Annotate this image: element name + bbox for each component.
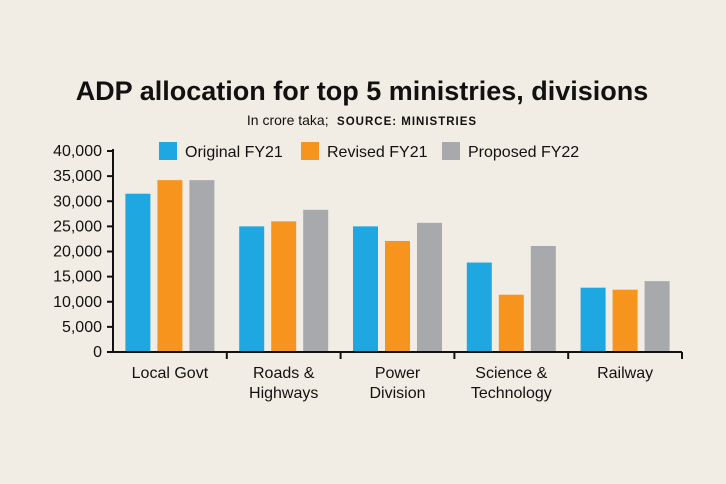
bar [530,245,556,352]
bar [612,289,638,352]
x-category-label: Power [375,365,421,382]
y-tick-label: 35,000 [53,168,102,185]
bar [239,226,265,352]
y-tick-label: 40,000 [53,143,102,160]
bar [157,180,183,352]
x-category-label: Roads & [253,365,315,382]
bars [125,180,670,352]
chart-subtitle: In crore taka; [247,112,329,128]
x-category-label: Local Govt [132,365,209,382]
y-tick-label: 10,000 [53,294,102,311]
chart-subtitle-line: In crore taka; SOURCE: MINISTRIES [247,112,477,129]
bar [644,281,670,352]
bar [303,209,329,352]
x-category-label: Division [369,385,425,402]
legend-label: Original FY21 [185,144,283,161]
y-tick-label: 0 [93,344,102,361]
y-tick-label: 25,000 [53,218,102,235]
bar [580,287,606,352]
bar [385,240,410,352]
bar [271,221,297,352]
x-axis: Local Govt Roads & Highways Power Division Sc… [113,351,683,402]
legend-swatch [442,142,460,160]
chart-title: ADP allocation for top 5 ministries, div… [76,76,649,106]
legend-swatch [301,142,319,160]
bar [125,193,151,352]
x-category-label: Technology [471,385,552,402]
y-tick-label: 15,000 [53,269,102,286]
y-tick-label: 20,000 [53,244,102,261]
y-tick-label: 30,000 [53,193,102,210]
bar [498,294,524,352]
legend-swatch [159,142,177,160]
x-category-label: Railway [597,365,653,382]
legend-label: Proposed FY22 [468,144,579,161]
bar [466,262,492,352]
legend-label: Revised FY21 [327,144,428,161]
chart-source: SOURCE: MINISTRIES [337,116,477,128]
x-category-label: Highways [249,385,318,402]
bar [417,222,442,352]
x-category-label: Science & [475,365,547,382]
bar [189,180,215,352]
legend: Original FY21 Revised FY21 Proposed FY22 [159,142,579,161]
y-tick-label: 5,000 [62,319,102,336]
y-axis: 40,000 35,000 30,000 25,000 20,000 15,000 10,0… [53,143,114,361]
bar [353,226,378,352]
